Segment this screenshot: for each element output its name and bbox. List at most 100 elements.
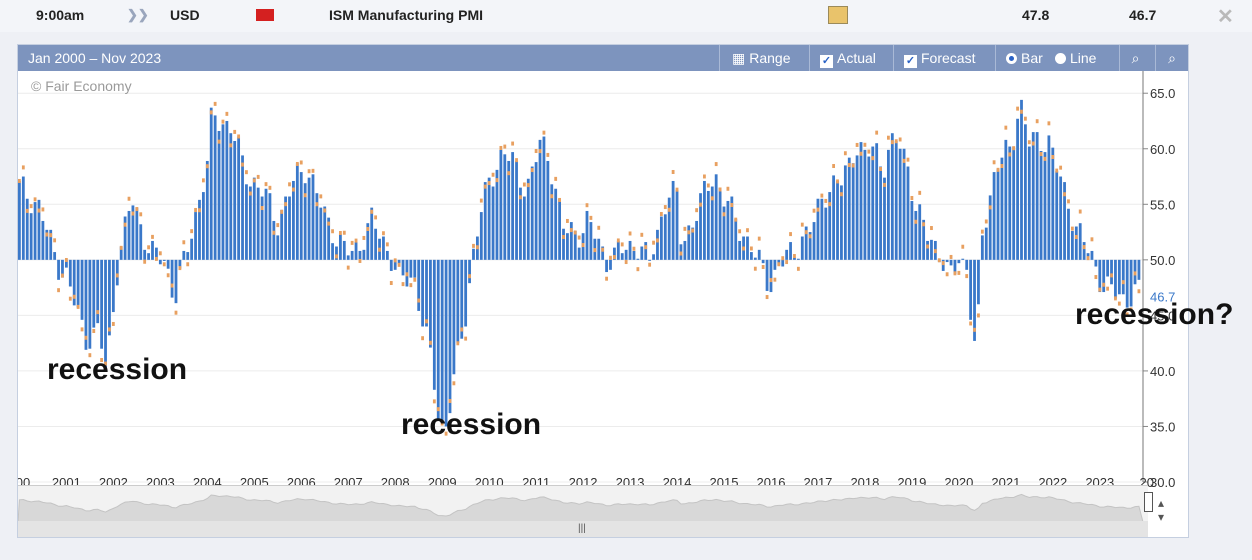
pmi-bar — [542, 136, 546, 260]
pmi-bar — [832, 175, 836, 260]
line-mode-radio[interactable]: Line — [1051, 45, 1111, 71]
forecast-marker — [252, 178, 256, 183]
pmi-bar — [562, 228, 565, 260]
forecast-marker — [1000, 163, 1004, 168]
forecast-marker — [828, 202, 832, 207]
forecast-marker — [1082, 245, 1086, 250]
pmi-bar — [871, 146, 875, 260]
pmi-bar — [687, 225, 691, 260]
pmi-bar — [902, 148, 906, 260]
forecast-marker — [303, 193, 307, 198]
close-icon[interactable]: ✕ — [1217, 6, 1234, 28]
event-forecast: 46.7 — [1129, 7, 1157, 23]
pmi-bar — [636, 258, 640, 260]
pmi-bar — [292, 180, 295, 260]
pmi-bar — [816, 198, 820, 260]
forecast-marker — [977, 313, 980, 318]
calendar-row: 9:00am ❯❯ USD ISM Manufacturing PMI 47.8… — [0, 0, 1252, 32]
navigator-handle-right[interactable] — [1144, 492, 1153, 512]
forecast-marker — [166, 273, 170, 278]
forecast-marker — [143, 259, 147, 264]
forecast-marker — [319, 194, 323, 199]
pmi-bar — [311, 174, 315, 260]
forecast-marker — [29, 204, 33, 209]
navigator[interactable] — [18, 485, 1153, 522]
pmi-bar — [519, 187, 522, 260]
pmi-bar — [401, 259, 405, 276]
forecast-marker — [80, 327, 84, 332]
pmi-bar — [370, 207, 374, 260]
forecast-marker — [1133, 271, 1137, 276]
pmi-bar — [358, 250, 362, 260]
pmi-bar — [836, 180, 839, 260]
pmi-bar — [323, 206, 327, 260]
forecast-marker — [299, 160, 303, 165]
forecast-marker — [765, 295, 769, 300]
pmi-bar — [695, 220, 699, 260]
forecast-marker — [663, 205, 667, 210]
forecast-toggle[interactable]: ✓ Forecast — [893, 45, 995, 71]
pmi-bar — [941, 259, 945, 271]
pmi-bar — [468, 259, 471, 284]
pmi-bar — [155, 247, 158, 260]
event-title[interactable]: ISM Manufacturing PMI — [329, 7, 483, 23]
pmi-bar — [573, 230, 577, 260]
forecast-marker — [307, 169, 311, 174]
pmi-bar — [843, 165, 847, 260]
forecast-marker — [949, 254, 953, 259]
forecast-marker — [620, 242, 624, 247]
forecast-marker — [781, 256, 785, 261]
forecast-marker — [1086, 256, 1090, 261]
forecast-marker — [233, 129, 237, 134]
forecast-marker — [456, 341, 460, 346]
pmi-bar — [538, 139, 542, 260]
forecast-marker — [182, 240, 186, 245]
pmi-bar — [108, 259, 111, 336]
pmi-bar — [753, 257, 757, 260]
pmi-bar — [898, 148, 902, 260]
pmi-bar — [930, 239, 933, 260]
pmi-bar — [804, 226, 808, 260]
forecast-marker — [68, 296, 72, 301]
forecast-marker — [843, 151, 847, 156]
pmi-bar — [710, 186, 714, 260]
forecast-marker — [1051, 155, 1055, 160]
pmi-bar — [859, 142, 863, 260]
pmi-bar — [84, 259, 88, 350]
forecast-marker — [1090, 237, 1094, 242]
forecast-marker — [930, 226, 933, 231]
scroll-arrows-icon[interactable]: ▴ ▾ — [1158, 496, 1165, 524]
forecast-marker — [64, 257, 68, 262]
forecast-marker — [538, 149, 542, 154]
actual-toggle[interactable]: ✓ Actual — [809, 45, 893, 71]
pmi-bar — [730, 196, 734, 260]
zoom-out-button[interactable]: ⌕ — [1155, 45, 1188, 71]
pmi-bar — [374, 228, 378, 260]
forecast-marker — [1117, 301, 1121, 306]
forecast-marker — [237, 134, 241, 139]
forecast-marker — [859, 151, 863, 156]
bar-mode-radio[interactable]: Bar — [995, 45, 1051, 71]
detail-icon[interactable] — [828, 6, 848, 24]
pmi-bar — [186, 252, 190, 260]
range-button[interactable]: ▦ Range — [719, 45, 809, 71]
pmi-bar — [1067, 208, 1070, 260]
forecast-marker — [108, 327, 111, 332]
pmi-bar — [421, 259, 424, 327]
pmi-bar — [961, 258, 965, 260]
forecast-marker — [104, 361, 107, 366]
forecast-marker — [753, 266, 757, 271]
pmi-bar — [338, 234, 342, 260]
pmi-bar — [382, 236, 385, 260]
pmi-bar — [652, 254, 655, 260]
pmi-bar — [456, 259, 460, 344]
expand-icon[interactable]: ❯❯ — [127, 7, 149, 22]
navigator-scrollbar[interactable]: ||| — [18, 521, 1148, 537]
forecast-marker — [1016, 106, 1019, 111]
pmi-bar — [738, 240, 742, 260]
pmi-bar — [765, 259, 769, 291]
forecast-marker — [933, 249, 937, 254]
forecast-marker — [147, 245, 150, 250]
forecast-marker — [550, 194, 554, 199]
zoom-in-button[interactable]: ⌕ — [1119, 45, 1151, 71]
